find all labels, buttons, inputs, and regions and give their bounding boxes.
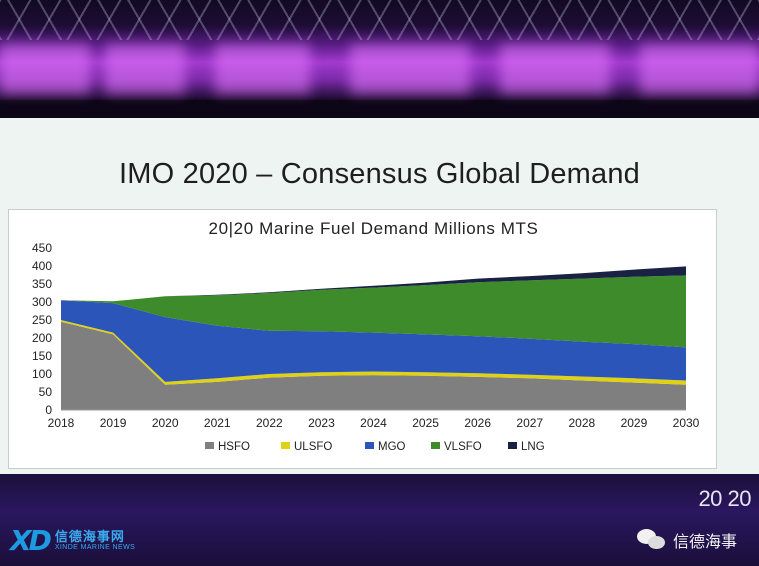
x-tick-label: 2018 <box>48 416 75 430</box>
series-area-mgo <box>61 300 686 382</box>
stage-floor <box>0 474 759 566</box>
legend-swatch-lng <box>508 442 517 449</box>
y-tick-label: 250 <box>32 313 52 327</box>
xinde-logo: XD 信德海事网 XINDE MARINE NEWS <box>10 524 135 557</box>
y-tick-label: 100 <box>32 367 52 381</box>
x-tick-label: 2019 <box>100 416 127 430</box>
chart-frame: 20|20 Marine Fuel Demand Millions MTS 0 50… <box>8 209 717 469</box>
x-tick-label: 2028 <box>568 416 595 430</box>
slide-title: IMO 2020 – Consensus Global Demand <box>118 158 641 190</box>
legend-label-vlsfo: VLSFO <box>444 441 482 453</box>
x-tick-label: 2030 <box>673 416 700 430</box>
stage-light <box>640 44 759 94</box>
chart-title: 20|20 Marine Fuel Demand Millions MTS <box>209 219 539 238</box>
xd-logo-icon: XD <box>10 524 52 557</box>
stage-light <box>0 44 90 94</box>
y-tick-label: 400 <box>32 259 52 273</box>
x-tick-label: 2024 <box>360 416 387 430</box>
x-tick-label: 2022 <box>256 416 283 430</box>
y-tick-label: 50 <box>39 385 53 399</box>
series-area-vlsfo <box>61 275 686 348</box>
series-area-hsfo <box>61 321 686 410</box>
presentation-slide: IMO 2020 – Consensus Global Demand 20|20… <box>0 118 759 474</box>
legend-label-lng: LNG <box>521 441 545 453</box>
legend-swatch-hsfo <box>205 442 214 449</box>
wechat-account-name: 信德海事 <box>672 534 737 551</box>
y-tick-label: 0 <box>45 403 52 417</box>
x-tick-label: 2027 <box>516 416 543 430</box>
stage-light <box>105 44 185 94</box>
legend-label-hsfo: HSFO <box>218 441 250 453</box>
series-area-ulsfo <box>61 320 686 385</box>
y-tick-label: 450 <box>32 241 52 255</box>
y-tick-label: 350 <box>32 277 52 291</box>
y-tick-label: 300 <box>32 295 52 309</box>
wechat-watermark: 信德海事 <box>636 528 737 552</box>
y-tick-label: 200 <box>32 331 52 345</box>
stacked-area-chart: 20|20 Marine Fuel Demand Millions MTS 0 50… <box>32 219 700 453</box>
logo-chinese-name: 信德海事网 <box>54 529 125 544</box>
legend-swatch-vlsfo <box>431 442 440 449</box>
y-tick-label: 150 <box>32 349 52 363</box>
wechat-icon <box>636 529 667 551</box>
x-tick-label: 2026 <box>464 416 491 430</box>
x-tick-label: 2023 <box>308 416 335 430</box>
stage-light <box>500 44 610 94</box>
stage-truss <box>0 0 759 40</box>
x-tick-label: 2021 <box>204 416 231 430</box>
legend-label-mgo: MGO <box>378 441 406 453</box>
x-tick-label: 2029 <box>621 416 648 430</box>
x-tick-label: 2020 <box>152 416 179 430</box>
stage-light <box>350 44 470 94</box>
legend-label-ulsfo: ULSFO <box>294 441 332 453</box>
stage-light <box>215 44 310 94</box>
logo-english-name: XINDE MARINE NEWS <box>54 543 136 551</box>
event-year-mark: 20 20 <box>698 486 751 511</box>
legend-swatch-mgo <box>365 442 374 449</box>
legend-swatch-ulsfo <box>281 442 290 449</box>
x-tick-label: 2025 <box>412 416 439 430</box>
xinde-logo-text: 信德海事网 XINDE MARINE NEWS <box>55 530 135 551</box>
stage-lighting-rig <box>0 0 759 100</box>
